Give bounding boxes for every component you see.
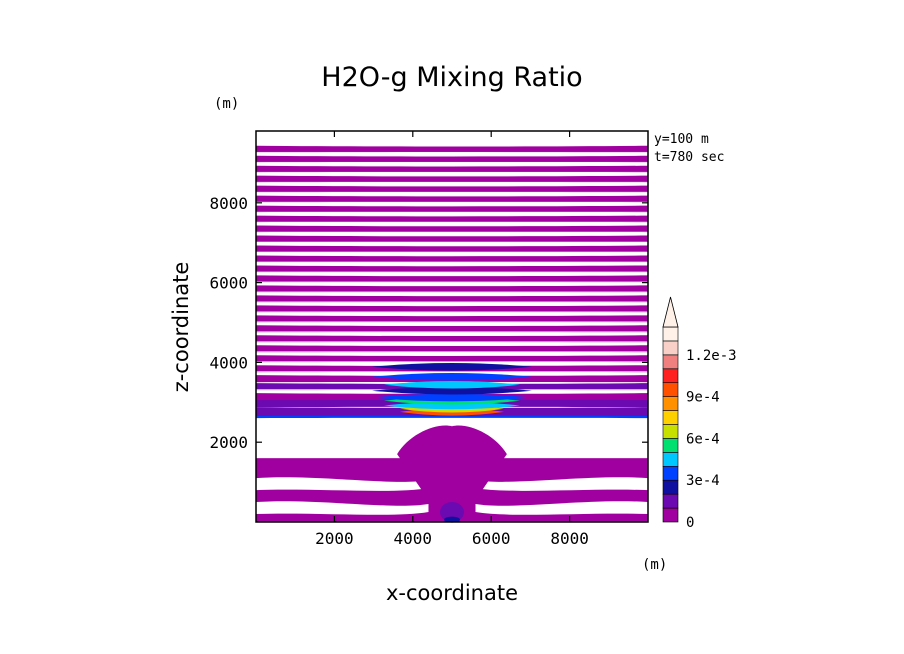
x-tick-label: 4000 [394,529,433,548]
colorbar-tick-label: 1.2e-3 [686,348,737,364]
colorbar-segment [662,396,679,411]
moisture-band [256,235,648,243]
white-gap [256,341,648,343]
y-axis: 2000 4000 6000 8000 [209,194,648,452]
moisture-band [256,335,648,343]
water-core [372,372,532,381]
white-gap [256,331,648,333]
info-time: t=780 sec [654,150,724,165]
white-gap [256,281,648,283]
moisture-band [256,185,648,193]
x-axis: 2000 4000 6000 8000 [315,131,589,548]
lower-gap-right [475,477,648,491]
white-gap [256,221,648,223]
colorbar-segment [662,452,679,467]
colorbar-segment [662,368,679,384]
moisture-band [256,195,648,203]
white-gap [256,201,648,203]
colorbar-tick-label: 9e-4 [686,390,720,406]
water-core [384,401,520,410]
white-gap [256,311,648,313]
colorbar-segment [662,507,679,523]
white-gap [256,271,648,273]
lower-gap-left [256,477,429,491]
x-tick-label: 6000 [472,529,511,548]
water-core [372,386,532,395]
x-tick-label: 8000 [550,529,589,548]
colorbar-tick-label: 0 [686,515,694,531]
moisture-band [256,325,648,333]
x-unit-label: (m) [642,557,667,573]
white-gap [256,161,648,163]
y-tick-label: 8000 [209,194,248,213]
white-gap [256,301,648,303]
moisture-band [256,355,648,363]
white-gap [256,371,648,373]
white-gap [256,191,648,193]
white-gap [256,211,648,213]
x-axis-label: x-coordinate [386,581,518,605]
white-gap [256,351,648,353]
white-gap [256,321,648,323]
moisture-band [256,165,648,173]
updraft-plume [397,425,507,495]
colorbar-segment [662,424,679,439]
colorbar-segment [662,340,679,356]
colorbar-segment [662,354,679,370]
colorbar: 0 3e-4 6e-4 9e-4 1.2e-3 [662,296,737,531]
y-tick-label: 6000 [209,274,248,293]
water-core [384,380,520,389]
lower-gap-right [475,501,648,515]
colorbar-tick-label: 6e-4 [686,431,720,447]
colorbar-tick-label: 3e-4 [686,473,720,489]
info-y-position: y=100 m [654,132,709,147]
moisture-band [256,225,648,233]
y-unit-label: (m) [214,96,239,112]
white-gap [256,251,648,253]
colorbar-segment [662,479,679,495]
white-gap [256,261,648,263]
moisture-band [256,245,648,253]
moisture-band [256,215,648,223]
moisture-band [256,305,648,313]
colorbar-extend-arrow [662,296,679,328]
moisture-band [256,175,648,183]
y-tick-label: 2000 [209,433,248,452]
moisture-band [256,275,648,283]
moisture-band [256,205,648,213]
white-gap [256,291,648,293]
moisture-band [256,155,648,163]
surface-source-core [444,516,460,523]
white-gap [256,231,648,233]
colorbar-segment [662,465,679,481]
y-axis-label: z-coordinate [169,262,193,393]
plot-frame [255,130,649,523]
white-gap [256,361,648,363]
moisture-band [256,285,648,293]
x-tick-label: 2000 [315,529,354,548]
moisture-band [256,295,648,303]
white-gap [256,181,648,183]
surface-source [440,502,464,523]
colorbar-segment [662,410,679,425]
y-tick-label: 4000 [209,353,248,372]
moisture-band [256,265,648,273]
white-gap [256,241,648,243]
colorbar-segment [662,493,679,509]
chart-title: H2O-g Mixing Ratio [321,62,582,93]
white-gap [256,171,648,173]
moisture-band [256,345,648,353]
water-core [372,393,532,402]
moisture-band [256,255,648,263]
moisture-band [256,315,648,323]
colorbar-segment [662,326,679,342]
white-gap [256,151,648,153]
lower-gap-left [256,501,429,515]
colorbar-segment [662,382,679,397]
colorbar-segment [662,438,679,453]
moisture-band [256,145,648,153]
water-core [372,362,532,371]
